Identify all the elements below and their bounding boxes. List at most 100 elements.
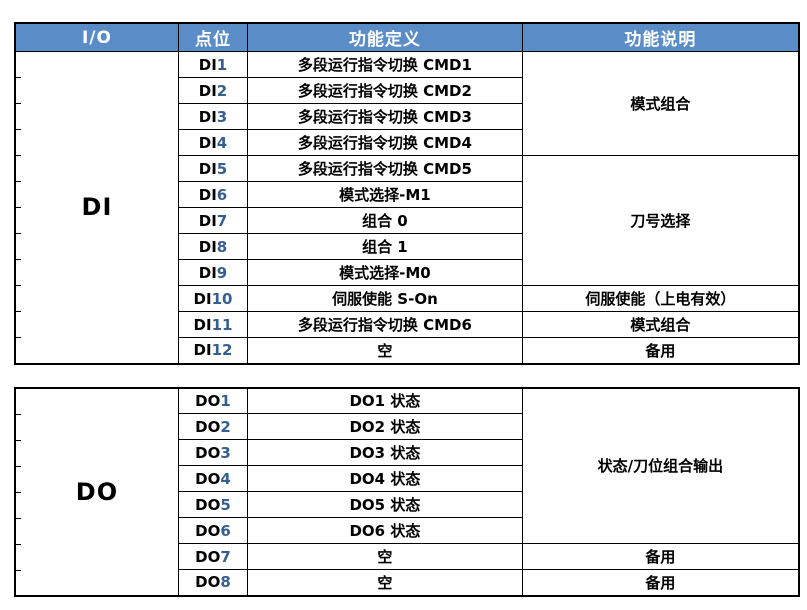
desc-cell-spare: 备用 — [521, 569, 800, 596]
point-cell: DO3 — [177, 439, 249, 466]
func-cell: DO2 状态 — [247, 413, 523, 440]
table-row: DI8 组合 1 — [15, 233, 799, 260]
point-prefix: DO — [195, 547, 221, 566]
point-number: 7 — [216, 211, 228, 230]
point-cell: DI10 — [177, 285, 249, 312]
table-row: DI9 模式选择-M0 — [15, 259, 799, 286]
point-cell: DO4 — [177, 465, 249, 492]
point-number: 3 — [216, 107, 228, 126]
point-prefix: DI — [193, 341, 212, 360]
header-func: 功能定义 — [247, 22, 523, 52]
point-prefix: DI — [198, 211, 217, 230]
table-row: DI6 模式选择-M1 — [15, 181, 799, 208]
point-prefix: DI — [198, 55, 217, 74]
di-group-cell: DI — [14, 51, 179, 364]
point-prefix: DI — [198, 159, 217, 178]
point-number: 2 — [220, 417, 231, 436]
func-cell: 多段运行指令切换 CMD2 — [247, 77, 523, 104]
header-point: 点位 — [177, 22, 249, 52]
point-number: 5 — [216, 159, 228, 178]
point-cell: DI9 — [177, 259, 249, 286]
point-number: 10 — [211, 289, 233, 308]
table-row: DO5 DO5 状态 — [15, 491, 799, 518]
table-row: DO DO1 DO1 状态 状态/刀位组合输出 — [14, 387, 800, 596]
point-number: 6 — [216, 185, 228, 204]
table-row: DO3 DO3 状态 — [15, 439, 799, 466]
point-number: 3 — [220, 443, 231, 462]
point-prefix: DI — [198, 237, 217, 256]
func-cell: 伺服使能 S-On — [247, 285, 523, 312]
desc-cell-tool-select: 刀号选择 — [521, 155, 800, 286]
point-number: 5 — [220, 495, 231, 514]
func-cell: 多段运行指令切换 CMD3 — [247, 103, 523, 130]
point-cell: DO7 — [177, 543, 249, 570]
desc-cell-spare: 备用 — [521, 337, 800, 364]
point-cell: DI6 — [177, 181, 249, 208]
point-prefix: DO — [195, 521, 221, 540]
point-number: 8 — [216, 237, 228, 256]
point-prefix: DO — [195, 417, 221, 436]
point-cell: DI3 — [177, 103, 249, 130]
point-cell: DI12 — [177, 337, 249, 364]
point-cell: DO6 — [177, 517, 249, 544]
point-number: 7 — [220, 547, 231, 566]
table-row: DO6 DO6 状态 — [15, 517, 799, 544]
point-number: 1 — [216, 55, 228, 74]
func-cell: DO1 状态 — [247, 387, 523, 414]
func-cell: 组合 1 — [247, 233, 523, 260]
point-cell: DI7 — [177, 207, 249, 234]
table-row: DI11 多段运行指令切换 CMD6 模式组合 — [15, 311, 800, 338]
desc-cell-spare: 备用 — [521, 543, 800, 570]
func-cell: 多段运行指令切换 CMD4 — [247, 129, 523, 156]
di-table: I/O 点位 功能定义 功能说明 DI DI1 多段运行指令切换 CMD1 模式… — [14, 22, 800, 365]
table-row: DO4 DO4 状态 — [15, 465, 799, 492]
func-cell: 空 — [247, 569, 523, 596]
func-cell: 多段运行指令切换 CMD5 — [247, 155, 523, 182]
func-cell: 多段运行指令切换 CMD1 — [247, 51, 523, 78]
point-prefix: DO — [195, 391, 221, 410]
point-prefix: DI — [198, 133, 217, 152]
do-group-cell: DO — [14, 387, 179, 596]
point-prefix: DI — [198, 185, 217, 204]
point-cell: DO8 — [177, 569, 249, 596]
desc-cell-mode-combo2: 模式组合 — [521, 311, 800, 338]
table-row: DI12 空 备用 — [15, 337, 800, 364]
desc-cell-status-output: 状态/刀位组合输出 — [521, 387, 800, 544]
table-header-row: I/O 点位 功能定义 功能说明 — [14, 22, 800, 52]
table-row: DO8 空 备用 — [15, 569, 800, 596]
table-row: DI2 多段运行指令切换 CMD2 — [15, 77, 799, 104]
func-cell: DO3 状态 — [247, 439, 523, 466]
point-cell: DI1 — [177, 51, 249, 78]
point-prefix: DO — [195, 495, 221, 514]
point-number: 12 — [211, 341, 233, 360]
point-number: 4 — [216, 133, 228, 152]
point-number: 9 — [216, 263, 228, 282]
point-cell: DI4 — [177, 129, 249, 156]
point-prefix: DO — [195, 573, 221, 592]
func-cell: 模式选择-M1 — [247, 181, 523, 208]
desc-cell-servo-enable: 伺服使能（上电有效） — [521, 285, 800, 312]
func-cell: 组合 0 — [247, 207, 523, 234]
header-io: I/O — [14, 22, 179, 52]
point-cell: DO2 — [177, 413, 249, 440]
func-cell: 模式选择-M0 — [247, 259, 523, 286]
point-prefix: DI — [198, 107, 217, 126]
func-cell: 空 — [247, 543, 523, 570]
point-prefix: DI — [198, 263, 217, 282]
point-number: 4 — [220, 469, 231, 488]
point-prefix: DO — [195, 443, 221, 462]
point-cell: DI8 — [177, 233, 249, 260]
point-cell: DI5 — [177, 155, 249, 182]
table-row: DI DI1 多段运行指令切换 CMD1 模式组合 — [14, 51, 800, 364]
do-table: DO DO1 DO1 状态 状态/刀位组合输出 DO2 DO2 状态 DO3 D… — [14, 386, 800, 597]
point-cell: DO5 — [177, 491, 249, 518]
func-cell: 空 — [247, 337, 523, 364]
point-prefix: DO — [195, 469, 221, 488]
point-number: 6 — [220, 521, 231, 540]
point-prefix: DI — [193, 289, 212, 308]
table-row: DI3 多段运行指令切换 CMD3 — [15, 103, 799, 130]
table-row: DI4 多段运行指令切换 CMD4 — [15, 129, 799, 156]
func-cell: DO6 状态 — [247, 517, 523, 544]
func-cell: DO5 状态 — [247, 491, 523, 518]
